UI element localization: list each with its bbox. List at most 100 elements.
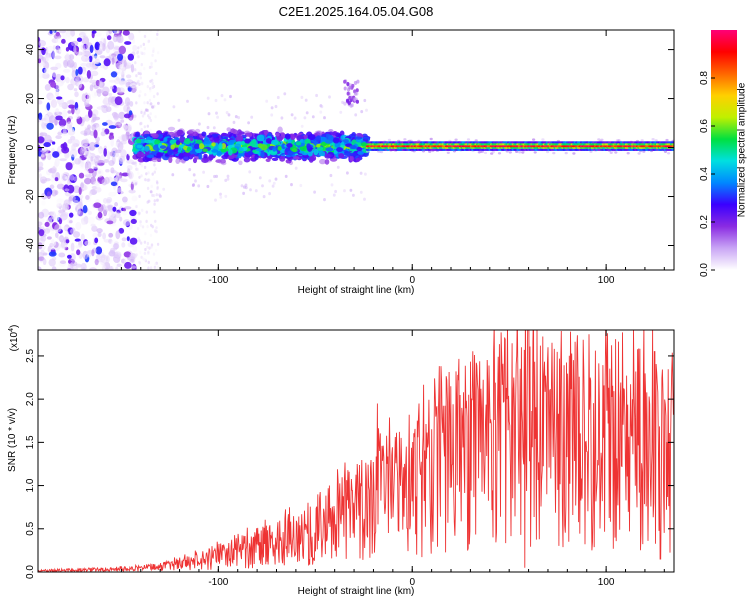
spectral-cell xyxy=(318,151,326,157)
spectral-cell xyxy=(132,245,138,253)
spectral-cell xyxy=(263,129,269,136)
spectral-cell xyxy=(124,123,132,133)
spectral-cell xyxy=(156,181,159,185)
spectral-cell xyxy=(62,68,71,73)
spectrogram-ylabel: Frequency (Hz) xyxy=(7,116,18,185)
spectral-cell xyxy=(671,143,674,146)
spectral-cell xyxy=(109,132,114,136)
spectral-cell xyxy=(68,54,75,61)
spectral-cell xyxy=(214,198,217,202)
snr-plot-area xyxy=(38,330,674,572)
spectral-cell xyxy=(192,157,198,164)
spectral-cell xyxy=(280,116,284,120)
spectral-cell xyxy=(38,166,44,171)
spectral-cell xyxy=(228,139,237,144)
spectral-cell xyxy=(149,112,152,116)
spectral-cell xyxy=(216,150,223,157)
spectral-cell xyxy=(65,239,70,244)
spectral-cell xyxy=(360,110,364,114)
spectral-cell xyxy=(215,159,222,163)
spectral-cell xyxy=(206,184,210,189)
spectral-cell xyxy=(140,255,143,259)
spectral-cell xyxy=(118,123,123,128)
spectral-cell xyxy=(70,267,74,270)
spectral-cell xyxy=(343,101,347,106)
spectral-cell xyxy=(122,219,131,227)
spectral-cell xyxy=(94,161,99,166)
spectral-cell xyxy=(38,136,45,144)
spectral-cell xyxy=(86,69,92,79)
spectral-cell xyxy=(637,152,641,155)
spectral-cell xyxy=(142,257,145,261)
spectral-cell xyxy=(147,40,150,44)
spectral-cell xyxy=(150,61,153,65)
spectral-cell xyxy=(311,115,315,119)
spectral-cell xyxy=(114,78,121,85)
spectral-cell xyxy=(98,80,103,89)
snr-panel: -100 0 100 0.0 0.5 1.0 1.5 2.0 2.5 Height of str… xyxy=(7,325,675,597)
spectral-cell xyxy=(137,71,140,75)
spectral-cell xyxy=(84,240,91,246)
spectral-cell xyxy=(338,153,345,159)
spectral-cell xyxy=(274,177,278,181)
spectral-cell xyxy=(141,114,145,118)
spectral-cell xyxy=(294,166,298,170)
spectral-cell xyxy=(49,30,53,34)
spectral-cell xyxy=(48,95,56,100)
spectral-cell xyxy=(242,191,246,195)
spectral-cell xyxy=(58,118,67,127)
spectral-cell xyxy=(120,178,128,183)
spectral-cell xyxy=(206,96,210,100)
spectral-cell xyxy=(112,34,118,43)
spectral-cell xyxy=(262,195,266,199)
spectral-cell xyxy=(281,143,286,150)
spectral-cell xyxy=(309,155,317,162)
spectral-cell xyxy=(140,51,143,55)
spectral-cell xyxy=(336,147,343,153)
spectral-cell xyxy=(50,211,56,220)
spectral-cell xyxy=(138,30,141,33)
spectral-cell xyxy=(143,145,150,152)
spectral-cell xyxy=(236,134,243,142)
spectral-cell xyxy=(70,242,75,252)
spectral-cell xyxy=(318,158,327,165)
spectral-cell xyxy=(307,134,316,141)
spectral-cell xyxy=(313,190,316,194)
spectral-cell xyxy=(118,111,126,120)
spectral-cell xyxy=(91,64,96,71)
spectral-cell xyxy=(143,251,147,255)
spectral-cell xyxy=(80,62,88,67)
colorbar-tick-label: 0.6 xyxy=(699,119,710,133)
spectral-cell xyxy=(143,67,146,71)
spectral-cell xyxy=(380,150,384,154)
spectral-cell xyxy=(139,162,142,166)
spectral-cell xyxy=(387,138,391,142)
spectral-cell xyxy=(108,191,117,197)
spectral-cell xyxy=(353,97,357,102)
spectral-cell xyxy=(168,156,173,164)
y-tick-label: -20 xyxy=(25,189,36,204)
spectral-cell xyxy=(50,81,57,88)
spectral-cell xyxy=(100,65,105,69)
spectral-cell xyxy=(116,187,122,193)
spectral-cell xyxy=(51,141,56,145)
x-tick-label: 0 xyxy=(409,577,415,588)
spectral-cell xyxy=(136,138,142,144)
spectral-cell xyxy=(229,94,232,99)
spectral-cell xyxy=(108,232,114,238)
spectral-cell xyxy=(349,152,357,157)
spectral-cell xyxy=(138,94,141,98)
spectral-cell xyxy=(284,174,288,178)
spectral-cell xyxy=(63,199,71,207)
spectral-cell xyxy=(68,104,76,109)
spectral-cell xyxy=(149,118,153,123)
spectral-cell xyxy=(139,44,143,48)
spectral-cell xyxy=(46,191,52,200)
spectral-cell xyxy=(237,116,241,120)
spectral-cell xyxy=(295,141,302,146)
spectral-cell xyxy=(146,178,150,182)
y-tick-label: 0 xyxy=(25,144,36,150)
spectral-cell xyxy=(254,189,258,193)
spectral-cell xyxy=(228,149,233,156)
spectral-cell xyxy=(40,250,45,256)
